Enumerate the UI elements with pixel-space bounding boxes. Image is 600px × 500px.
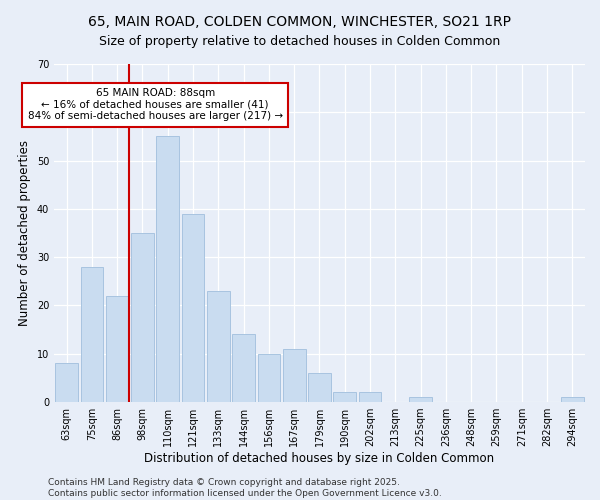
Bar	[157, 136, 179, 402]
Bar	[207, 291, 230, 402]
Bar	[182, 214, 205, 402]
Bar	[334, 392, 356, 402]
X-axis label: Distribution of detached houses by size in Colden Common: Distribution of detached houses by size …	[145, 452, 494, 465]
Text: Size of property relative to detached houses in Colden Common: Size of property relative to detached ho…	[100, 35, 500, 48]
Bar	[561, 398, 584, 402]
Bar	[80, 267, 103, 402]
Text: 65, MAIN ROAD, COLDEN COMMON, WINCHESTER, SO21 1RP: 65, MAIN ROAD, COLDEN COMMON, WINCHESTER…	[89, 15, 511, 29]
Bar	[257, 354, 280, 402]
Y-axis label: Number of detached properties: Number of detached properties	[18, 140, 31, 326]
Bar	[55, 364, 78, 402]
Text: 65 MAIN ROAD: 88sqm
← 16% of detached houses are smaller (41)
84% of semi-detach: 65 MAIN ROAD: 88sqm ← 16% of detached ho…	[28, 88, 283, 122]
Text: Contains HM Land Registry data © Crown copyright and database right 2025.
Contai: Contains HM Land Registry data © Crown c…	[48, 478, 442, 498]
Bar	[232, 334, 255, 402]
Bar	[359, 392, 382, 402]
Bar	[131, 233, 154, 402]
Bar	[409, 398, 432, 402]
Bar	[308, 373, 331, 402]
Bar	[106, 296, 128, 402]
Bar	[283, 349, 305, 402]
